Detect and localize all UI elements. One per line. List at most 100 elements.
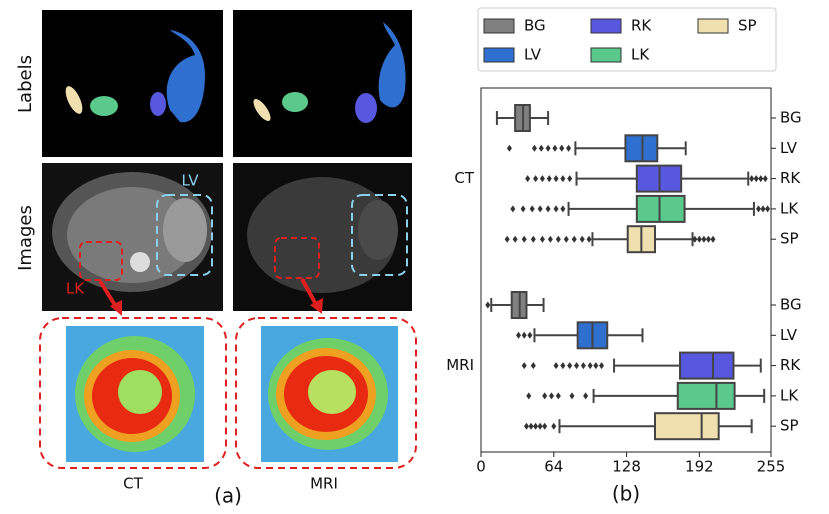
- outlier: [696, 235, 702, 243]
- blob: [355, 93, 377, 123]
- legend: [477, 7, 777, 72]
- outlier: [560, 205, 566, 213]
- panel-tag: (a): [214, 484, 242, 508]
- outlier: [549, 392, 555, 400]
- y-tick-label: LK: [780, 199, 799, 217]
- outlier: [762, 175, 768, 183]
- box: [679, 351, 735, 380]
- outlier: [537, 205, 543, 213]
- heatmap: [308, 370, 356, 414]
- legend-swatch: [590, 18, 622, 34]
- outlier: [510, 205, 516, 213]
- y-tick-label: BG: [780, 109, 802, 127]
- legend-swatch: [483, 47, 515, 63]
- outlier: [553, 362, 559, 370]
- outlier: [593, 362, 599, 370]
- x-tick-label: 64: [544, 458, 563, 476]
- roi: [79, 241, 123, 281]
- annotation: LV: [182, 172, 200, 190]
- body: [67, 187, 197, 283]
- outlier: [559, 144, 565, 152]
- outlier: [555, 392, 561, 400]
- outlier: [520, 205, 526, 213]
- outlier: [523, 422, 529, 430]
- box: [654, 412, 720, 441]
- outlier: [537, 422, 543, 430]
- y-tick-label: RK: [780, 169, 801, 187]
- blob: [65, 86, 83, 114]
- y-tick-label: RK: [780, 356, 801, 374]
- zoom-box: [39, 317, 227, 469]
- outlier: [526, 392, 532, 400]
- body: [247, 177, 397, 293]
- outlier: [546, 175, 552, 183]
- outlier: [547, 235, 553, 243]
- arrow: [110, 300, 122, 316]
- outlier: [755, 205, 761, 213]
- outlier: [512, 235, 518, 243]
- outlier: [555, 235, 561, 243]
- y-tick-label: SP: [780, 230, 799, 248]
- outlier: [529, 205, 535, 213]
- outlier: [542, 392, 548, 400]
- legend-swatch: [483, 18, 515, 34]
- group-label: MRI: [446, 356, 474, 374]
- outlier: [567, 175, 573, 183]
- box: [676, 381, 736, 410]
- outlier: [567, 362, 573, 370]
- liver: [163, 198, 207, 262]
- outlier: [552, 144, 558, 152]
- blob: [378, 22, 406, 108]
- outlier: [569, 392, 575, 400]
- outlier: [705, 235, 711, 243]
- outlier: [545, 205, 551, 213]
- outlier: [574, 362, 580, 370]
- row-label: Labels: [15, 55, 36, 113]
- legend-label: RK: [631, 17, 652, 35]
- caption: CT: [123, 475, 143, 493]
- outlier: [539, 175, 545, 183]
- blob: [166, 30, 205, 123]
- outlier: [753, 175, 759, 183]
- outlier: [531, 144, 537, 152]
- legend-label: LV: [524, 46, 542, 64]
- y-tick-label: SP: [780, 417, 799, 435]
- y-tick-label: LV: [780, 326, 798, 344]
- outlier: [758, 175, 764, 183]
- outlier: [571, 235, 577, 243]
- zoom-box: [235, 317, 417, 469]
- group-label: CT: [454, 169, 474, 187]
- outlier: [701, 235, 707, 243]
- outlier: [579, 235, 585, 243]
- outlier: [553, 205, 559, 213]
- box: [635, 194, 686, 223]
- x-tick-label: 192: [685, 458, 714, 476]
- blob: [90, 96, 118, 116]
- outlier: [521, 362, 527, 370]
- outlier: [563, 235, 569, 243]
- y-tick-label: BG: [780, 296, 802, 314]
- blob: [282, 92, 308, 112]
- caption: MRI: [310, 475, 338, 493]
- outlier: [710, 235, 716, 243]
- legend-swatch: [697, 18, 729, 34]
- row-label: Images: [15, 205, 36, 271]
- y-tick-label: LV: [780, 139, 798, 157]
- outlier: [485, 301, 491, 309]
- legend-label: BG: [524, 17, 546, 35]
- x-tick-label: 128: [612, 458, 641, 476]
- liver: [358, 200, 398, 260]
- outlier: [553, 175, 559, 183]
- outlier: [533, 422, 539, 430]
- outlier: [749, 175, 755, 183]
- outlier: [587, 362, 593, 370]
- outlier: [586, 235, 592, 243]
- outlier: [506, 144, 512, 152]
- outlier: [525, 175, 531, 183]
- outlier: [528, 422, 534, 430]
- x-tick-label: 255: [757, 458, 786, 476]
- outlier: [530, 362, 536, 370]
- annotation: LK: [66, 280, 85, 298]
- outlier: [560, 362, 566, 370]
